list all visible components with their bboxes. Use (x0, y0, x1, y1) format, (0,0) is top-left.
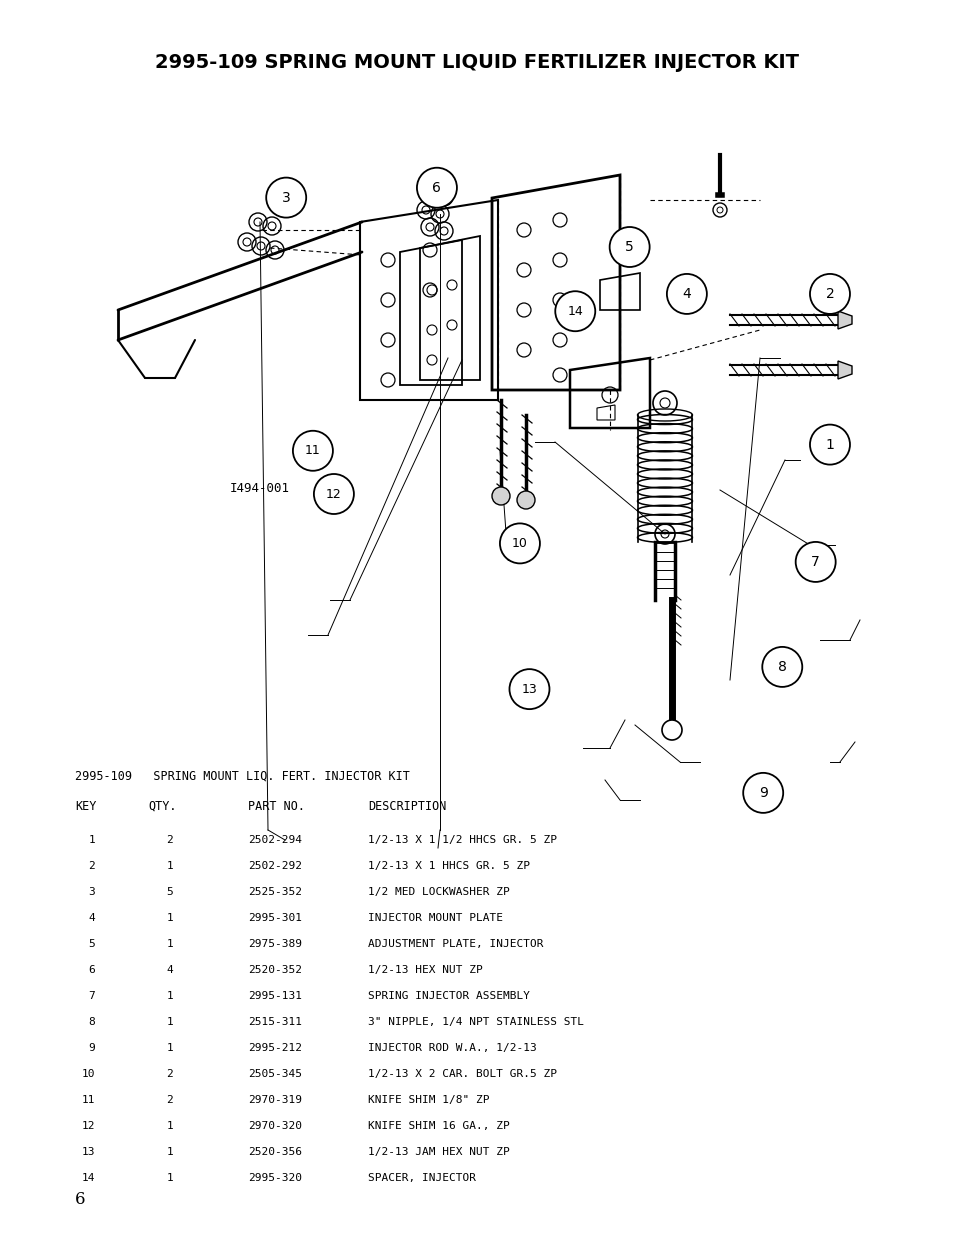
Text: 1: 1 (824, 437, 834, 452)
Text: SPRING INJECTOR ASSEMBLY: SPRING INJECTOR ASSEMBLY (368, 990, 530, 1002)
Text: 6: 6 (432, 180, 441, 195)
Text: 2995-131: 2995-131 (248, 990, 302, 1002)
Text: 2520-352: 2520-352 (248, 965, 302, 974)
Text: 2995-109   SPRING MOUNT LIQ. FERT. INJECTOR KIT: 2995-109 SPRING MOUNT LIQ. FERT. INJECTO… (75, 769, 410, 783)
Text: PART NO.: PART NO. (248, 800, 305, 813)
Text: 8: 8 (777, 659, 786, 674)
Text: I494-001: I494-001 (230, 482, 290, 494)
Text: 2505-345: 2505-345 (248, 1070, 302, 1079)
Text: 2995-109 SPRING MOUNT LIQUID FERTILIZER INJECTOR KIT: 2995-109 SPRING MOUNT LIQUID FERTILIZER … (154, 53, 799, 72)
Text: 1: 1 (166, 1147, 172, 1157)
Text: 1/2 MED LOCKWASHER ZP: 1/2 MED LOCKWASHER ZP (368, 887, 509, 897)
Text: 6: 6 (75, 1192, 86, 1209)
Text: 2515-311: 2515-311 (248, 1016, 302, 1028)
Circle shape (609, 227, 649, 267)
Text: 1: 1 (89, 835, 95, 845)
Text: 1: 1 (166, 1044, 172, 1053)
Circle shape (809, 274, 849, 314)
Circle shape (509, 669, 549, 709)
Circle shape (795, 542, 835, 582)
Circle shape (293, 431, 333, 471)
Text: 2502-292: 2502-292 (248, 861, 302, 871)
Text: 5: 5 (166, 887, 172, 897)
Text: 12: 12 (81, 1121, 95, 1131)
Text: 2995-301: 2995-301 (248, 913, 302, 923)
Text: 1/2-13 HEX NUT ZP: 1/2-13 HEX NUT ZP (368, 965, 482, 974)
Text: 13: 13 (521, 683, 537, 695)
Text: 2970-320: 2970-320 (248, 1121, 302, 1131)
Polygon shape (837, 311, 851, 329)
Text: DESCRIPTION: DESCRIPTION (368, 800, 446, 813)
Text: 1: 1 (166, 861, 172, 871)
Text: KNIFE SHIM 1/8" ZP: KNIFE SHIM 1/8" ZP (368, 1095, 489, 1105)
Text: 1/2-13 JAM HEX NUT ZP: 1/2-13 JAM HEX NUT ZP (368, 1147, 509, 1157)
Text: ADJUSTMENT PLATE, INJECTOR: ADJUSTMENT PLATE, INJECTOR (368, 939, 543, 948)
Text: 1: 1 (166, 1173, 172, 1183)
Text: SPACER, INJECTOR: SPACER, INJECTOR (368, 1173, 476, 1183)
Text: 2: 2 (824, 287, 834, 301)
Text: 3" NIPPLE, 1/4 NPT STAINLESS STL: 3" NIPPLE, 1/4 NPT STAINLESS STL (368, 1016, 583, 1028)
Text: 14: 14 (567, 305, 582, 317)
Text: 2: 2 (166, 1070, 172, 1079)
Text: 10: 10 (81, 1070, 95, 1079)
Circle shape (517, 492, 535, 509)
Text: 11: 11 (81, 1095, 95, 1105)
Text: 4: 4 (166, 965, 172, 974)
Text: KEY: KEY (75, 800, 96, 813)
Circle shape (492, 487, 510, 505)
Text: INJECTOR MOUNT PLATE: INJECTOR MOUNT PLATE (368, 913, 502, 923)
Text: 12: 12 (326, 488, 341, 500)
Text: 13: 13 (81, 1147, 95, 1157)
Text: 7: 7 (810, 555, 820, 569)
Text: 1/2-13 X 1 HHCS GR. 5 ZP: 1/2-13 X 1 HHCS GR. 5 ZP (368, 861, 530, 871)
Text: 7: 7 (89, 990, 95, 1002)
Text: 3: 3 (89, 887, 95, 897)
Text: 4: 4 (89, 913, 95, 923)
Circle shape (499, 524, 539, 563)
Text: 11: 11 (305, 445, 320, 457)
Text: 2525-352: 2525-352 (248, 887, 302, 897)
Text: 3: 3 (281, 190, 291, 205)
Text: 1: 1 (166, 913, 172, 923)
Text: 2502-294: 2502-294 (248, 835, 302, 845)
Circle shape (555, 291, 595, 331)
Text: 9: 9 (758, 785, 767, 800)
Text: 2995-212: 2995-212 (248, 1044, 302, 1053)
Text: 14: 14 (81, 1173, 95, 1183)
Text: 2: 2 (166, 835, 172, 845)
Polygon shape (837, 361, 851, 379)
Text: 1: 1 (166, 1121, 172, 1131)
Circle shape (666, 274, 706, 314)
Text: 1: 1 (166, 939, 172, 948)
Circle shape (742, 773, 782, 813)
Text: 2: 2 (89, 861, 95, 871)
Text: 8: 8 (89, 1016, 95, 1028)
Text: KNIFE SHIM 16 GA., ZP: KNIFE SHIM 16 GA., ZP (368, 1121, 509, 1131)
Text: INJECTOR ROD W.A., 1/2-13: INJECTOR ROD W.A., 1/2-13 (368, 1044, 537, 1053)
Text: 2975-389: 2975-389 (248, 939, 302, 948)
Text: 4: 4 (681, 287, 691, 301)
Text: QTY.: QTY. (148, 800, 176, 813)
Circle shape (661, 720, 681, 740)
Text: 2: 2 (166, 1095, 172, 1105)
Text: 1: 1 (166, 1016, 172, 1028)
Text: 5: 5 (624, 240, 634, 254)
Text: 2520-356: 2520-356 (248, 1147, 302, 1157)
Circle shape (314, 474, 354, 514)
Circle shape (266, 178, 306, 217)
Text: 5: 5 (89, 939, 95, 948)
Text: 1/2-13 X 1 1/2 HHCS GR. 5 ZP: 1/2-13 X 1 1/2 HHCS GR. 5 ZP (368, 835, 557, 845)
Text: 2995-320: 2995-320 (248, 1173, 302, 1183)
Circle shape (761, 647, 801, 687)
Circle shape (809, 425, 849, 464)
Text: 2970-319: 2970-319 (248, 1095, 302, 1105)
Circle shape (416, 168, 456, 207)
Text: 6: 6 (89, 965, 95, 974)
Text: 9: 9 (89, 1044, 95, 1053)
Text: 1/2-13 X 2 CAR. BOLT GR.5 ZP: 1/2-13 X 2 CAR. BOLT GR.5 ZP (368, 1070, 557, 1079)
Text: 1: 1 (166, 990, 172, 1002)
Text: 10: 10 (512, 537, 527, 550)
